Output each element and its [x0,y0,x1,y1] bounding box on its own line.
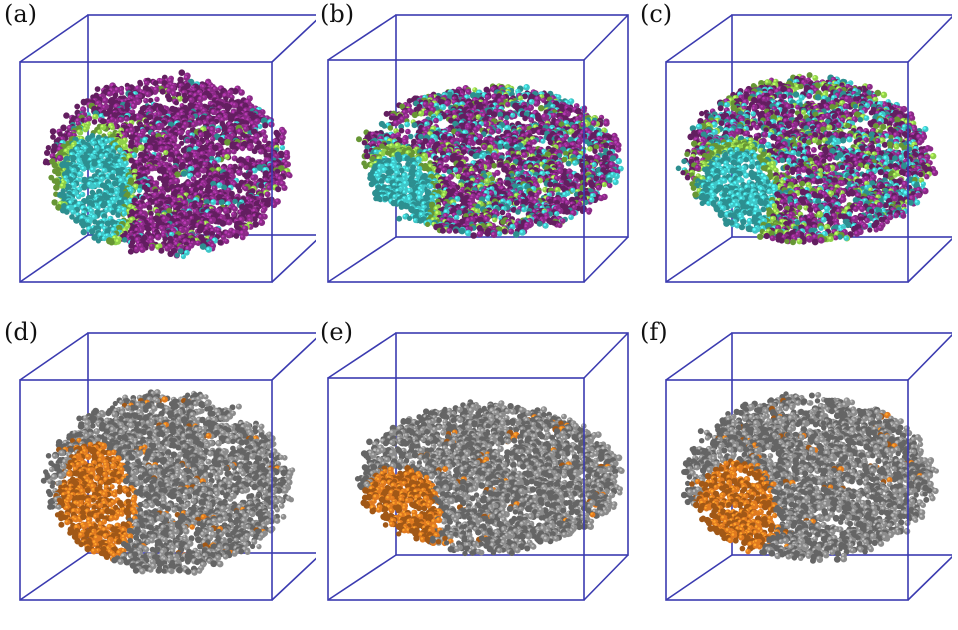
simulation-box-front-face [19,379,273,601]
panel-a-label: (a) [4,2,37,26]
simulation-box-front-face [327,377,585,601]
panel-f-render [665,332,952,601]
simulation-box-front-face [19,61,273,283]
panel-e-render [327,332,629,601]
multicolor-rod-aggregate [42,69,293,260]
multicolor-rod-aggregate [356,83,624,239]
simulation-box-front-face [327,59,585,283]
panel-d: (d) [0,318,316,618]
panel-d-render [19,332,316,601]
panel-a: (a) [0,0,316,300]
panel-a-render [19,14,316,283]
gray-rod-aggregate [354,399,625,557]
panel-b-label: (b) [320,2,354,26]
panel-f: (f) [636,318,952,618]
panel-b-render [327,14,629,283]
panel-e-label: (e) [320,320,353,344]
panel-c-render [665,14,952,283]
panel-f-label: (f) [640,320,668,344]
panel-c: (c) [636,0,952,300]
gray-rod-aggregate [680,391,939,564]
simulation-box-front-face [665,379,909,601]
multicolor-rod-aggregate [675,72,939,246]
panel-d-label: (d) [4,320,38,344]
gray-rod-aggregate [40,389,296,576]
simulation-box-front-face [665,61,909,283]
panel-b: (b) [316,0,632,300]
panel-c-label: (c) [640,2,672,26]
panel-e: (e) [316,318,632,618]
